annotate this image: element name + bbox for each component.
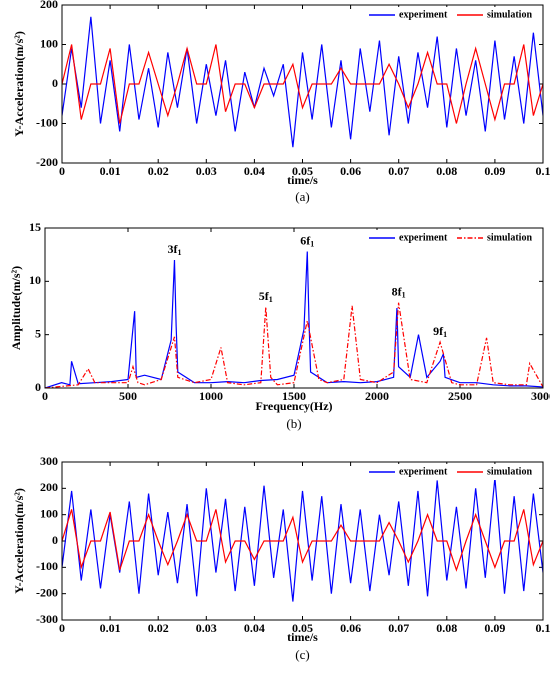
caption: (a) <box>295 189 309 204</box>
annotation: 9f1 <box>433 324 447 339</box>
series-line <box>62 509 543 572</box>
x-tick-label: 0.07 <box>388 164 409 178</box>
x-tick-label: 0.09 <box>484 621 505 635</box>
legend-label: simulation <box>487 9 532 20</box>
legend-label: experiment <box>399 466 448 477</box>
axes-frame <box>44 227 544 389</box>
x-tick-label: 0.02 <box>148 621 169 635</box>
y-tick-label: 0 <box>52 533 58 547</box>
y-tick-label: 200 <box>40 480 58 494</box>
y-axis-label: Y-Acceleration(m/s²) <box>12 488 26 594</box>
x-tick-label: 1000 <box>199 389 223 403</box>
y-tick-label: 100 <box>40 506 58 520</box>
annotation-text: 3f <box>167 242 178 256</box>
x-tick-label: 0.05 <box>292 621 313 635</box>
x-tick-label: 0 <box>59 164 65 178</box>
legend-label: experiment <box>399 9 448 20</box>
x-tick-label: 0.1 <box>536 164 550 178</box>
x-tick-label: 0.06 <box>340 164 361 178</box>
x-tick-label: 500 <box>119 389 137 403</box>
annotation: 6f1 <box>300 233 314 248</box>
axes-frame <box>61 4 544 164</box>
series-line <box>45 251 543 388</box>
y-tick-label: 0 <box>35 380 41 394</box>
y-tick-label: 300 <box>40 454 58 468</box>
y-tick-label: 0 <box>52 76 58 90</box>
subplot: 0 0.01 0.02 0.03 0.04 0.05 0.06 0.07 0.08 0.09 0.1… <box>12 454 550 662</box>
y-axis-label: Y-Acceleration(m/s²) <box>12 31 26 137</box>
y-tick-label: -300 <box>36 612 58 626</box>
plot-area <box>45 228 543 388</box>
subplot: 0500100015002000250030000510153f15f16f18… <box>9 220 550 431</box>
x-tick-label: 0 <box>59 621 65 635</box>
x-tick-label: 0.01 <box>100 621 121 635</box>
annotation-text: 5f <box>259 289 270 303</box>
x-tick-label: 0.1 <box>536 621 550 635</box>
legend-label: simulation <box>487 232 532 243</box>
legend-box <box>365 7 541 23</box>
x-tick-label: 0.07 <box>388 621 409 635</box>
legend-label: simulation <box>487 466 532 477</box>
y-tick-label: 5 <box>35 326 41 340</box>
x-tick-label: 0.08 <box>436 164 457 178</box>
annotation-text: 6f <box>300 233 311 247</box>
annotation-sub: 1 <box>402 290 406 299</box>
annotation-text: 8f <box>392 284 403 298</box>
annotation-text: 9f <box>433 324 444 338</box>
x-tick-label: 1500 <box>282 389 306 403</box>
annotation: 8f1 <box>392 284 406 299</box>
axes-frame <box>61 461 544 621</box>
series-line <box>62 477 543 602</box>
caption: (c) <box>295 647 309 662</box>
y-axis-label: Amplitude(m/s²) <box>9 266 23 350</box>
x-tick-label: 0.06 <box>340 621 361 635</box>
x-axis-label: time/s <box>287 630 318 644</box>
x-tick-label: 0.02 <box>148 164 169 178</box>
x-axis-label: time/s <box>287 173 318 187</box>
legend-box <box>365 230 541 246</box>
caption: (b) <box>286 416 301 431</box>
series-line <box>62 16 543 148</box>
x-tick-label: 0.04 <box>244 621 265 635</box>
x-tick-label: 0.03 <box>196 164 217 178</box>
annotation: 3f1 <box>167 242 181 257</box>
x-axis-label: Frequency(Hz) <box>255 399 332 413</box>
subplot: 0 0.01 0.02 0.03 0.04 0.05 0.06 0.07 0.08 0.09 0.1… <box>12 0 550 204</box>
y-tick-label: 10 <box>29 273 41 287</box>
y-tick-label: 200 <box>40 0 58 11</box>
y-tick-label: -200 <box>36 155 58 169</box>
x-tick-label: 0.05 <box>292 164 313 178</box>
y-tick-label: -100 <box>36 115 58 129</box>
legend-box <box>365 464 541 480</box>
annotation: 5f1 <box>259 289 273 304</box>
x-tick-label: 2000 <box>365 389 389 403</box>
x-tick-label: 2500 <box>448 389 472 403</box>
annotation-sub: 1 <box>269 295 273 304</box>
x-tick-label: 0.04 <box>244 164 265 178</box>
x-tick-label: 0.08 <box>436 621 457 635</box>
y-tick-label: 15 <box>29 220 41 234</box>
plot-area <box>62 5 543 163</box>
annotation-sub: 1 <box>443 330 447 339</box>
y-tick-label: -200 <box>36 585 58 599</box>
y-tick-label: -100 <box>36 559 58 573</box>
x-tick-label: 0.09 <box>484 164 505 178</box>
series-line <box>45 302 543 388</box>
legend-label: experiment <box>399 232 448 243</box>
x-tick-label: 0.01 <box>100 164 121 178</box>
x-tick-label: 0 <box>42 389 48 403</box>
x-tick-label: 0.03 <box>196 621 217 635</box>
y-tick-label: 100 <box>40 36 58 50</box>
annotation-sub: 1 <box>177 248 181 257</box>
series-line <box>62 44 543 124</box>
plot-area <box>62 462 543 620</box>
annotation-sub: 1 <box>310 239 314 248</box>
